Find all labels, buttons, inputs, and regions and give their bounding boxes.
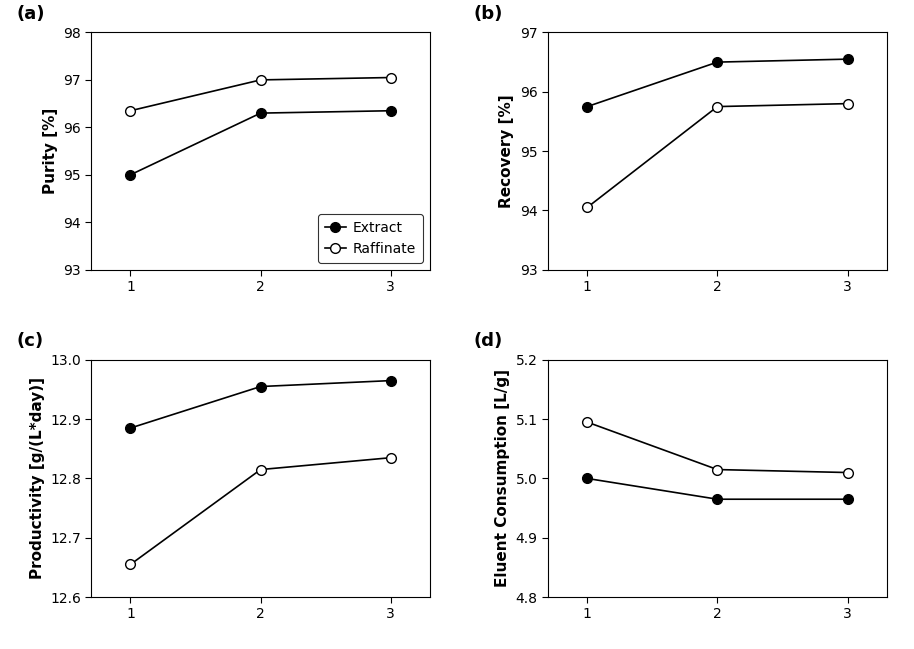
- Raffinate: [582, 418, 593, 426]
- Extract: [255, 109, 266, 117]
- Raffinate: [125, 107, 136, 115]
- Raffinate: [255, 466, 266, 474]
- Legend: Extract, Raffinate: Extract, Raffinate: [318, 214, 423, 263]
- Extract: [385, 107, 396, 115]
- Y-axis label: Productivity [g/(L*day)]: Productivity [g/(L*day)]: [29, 378, 45, 580]
- Raffinate: [712, 103, 723, 110]
- Raffinate: [712, 466, 723, 474]
- Raffinate: [842, 469, 853, 476]
- Raffinate: [255, 76, 266, 84]
- Raffinate: [385, 73, 396, 81]
- Extract: [842, 55, 853, 63]
- Raffinate: [125, 561, 136, 569]
- Line: Extract: Extract: [125, 376, 396, 433]
- Text: (b): (b): [473, 5, 503, 23]
- Raffinate: [385, 454, 396, 461]
- Text: (d): (d): [473, 332, 503, 350]
- Extract: [712, 58, 723, 66]
- Extract: [125, 171, 136, 178]
- Line: Extract: Extract: [582, 55, 853, 112]
- Line: Extract: Extract: [125, 106, 396, 180]
- Extract: [842, 495, 853, 503]
- Y-axis label: Recovery [%]: Recovery [%]: [499, 94, 515, 208]
- Extract: [582, 103, 593, 110]
- Y-axis label: Purity [%]: Purity [%]: [43, 108, 58, 194]
- Extract: [582, 474, 593, 482]
- Extract: [125, 424, 136, 432]
- Text: (a): (a): [17, 5, 46, 23]
- Y-axis label: Eluent Consumption [L/g]: Eluent Consumption [L/g]: [495, 369, 510, 587]
- Line: Raffinate: Raffinate: [125, 73, 396, 116]
- Text: (c): (c): [17, 332, 44, 350]
- Line: Raffinate: Raffinate: [582, 417, 853, 478]
- Extract: [712, 495, 723, 503]
- Raffinate: [842, 100, 853, 108]
- Line: Extract: Extract: [582, 474, 853, 504]
- Line: Raffinate: Raffinate: [582, 99, 853, 212]
- Extract: [255, 383, 266, 391]
- Extract: [385, 376, 396, 384]
- Raffinate: [582, 204, 593, 212]
- Line: Raffinate: Raffinate: [125, 453, 396, 569]
